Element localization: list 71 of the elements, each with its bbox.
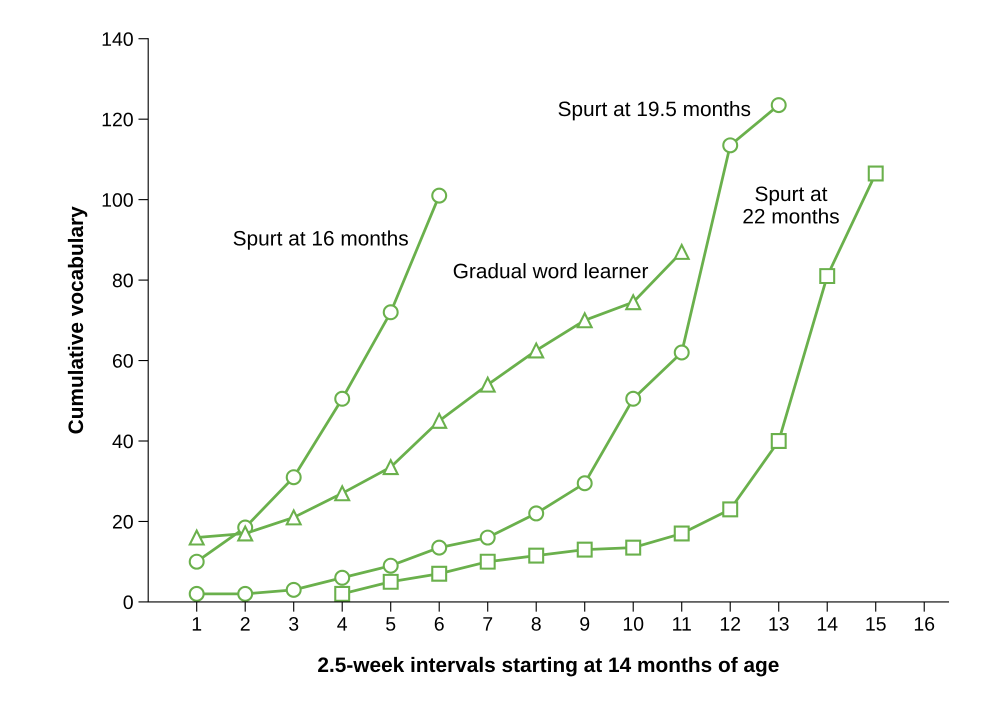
y-tick-label: 0 [124,595,133,610]
point [770,97,787,114]
point [674,344,690,360]
point [334,485,350,502]
point [237,526,254,542]
x-tick-label: 3 [289,617,298,631]
y-tick-label: 60 [112,354,133,368]
point [625,540,642,556]
point [286,469,302,486]
point [188,530,205,546]
point [576,542,593,558]
point [576,475,593,492]
point [286,509,302,526]
point [528,505,544,522]
point [674,244,690,260]
point [480,554,496,570]
point [334,570,350,586]
point [576,312,593,328]
y-tick-label: 100 [102,193,133,207]
x-tick-label: 7 [483,617,492,631]
point [382,558,399,574]
point [722,137,738,154]
x-tick-label: 4 [337,617,348,631]
series-label: Spurt at 16 months [234,230,408,250]
point [528,342,544,358]
point [431,540,448,556]
point [528,548,544,564]
point [868,165,884,182]
point [382,304,399,320]
point [480,530,496,546]
series-label: Spurt at 22 months [743,186,839,224]
point [770,433,787,449]
x-tick-label: 8 [532,617,541,631]
point [382,574,399,590]
x-tick-label: 1 [192,617,202,631]
point [625,390,642,407]
x-tick-label: 12 [720,617,740,631]
x-tick-label: 11 [673,617,691,631]
x-tick-label: 16 [914,617,934,631]
point [722,501,738,518]
y-tick-label: 140 [102,32,133,46]
y-axis-title: Cumulative vocabulary [68,206,88,434]
y-tick-label: 40 [112,434,133,448]
point [431,412,448,429]
x-tick-label: 2 [240,617,250,631]
y-tick-label: 120 [102,112,133,126]
series-label: Spurt at 19.5 months [558,100,750,120]
series-label: Gradual word learner [454,263,648,278]
x-tick-label: 9 [580,617,590,631]
x-tick-label: 6 [434,617,444,631]
x-tick-label: 14 [818,617,838,631]
point [334,586,350,602]
point [382,459,399,476]
point [431,188,448,204]
point [625,294,642,310]
point [480,376,496,393]
point [334,390,350,407]
x-tick-label: 5 [386,617,396,631]
y-tick-label: 20 [112,514,133,529]
x-axis-title: 2.5-week intervals starting at 14 months of age [318,656,779,676]
point [819,268,836,284]
point [674,526,690,542]
y-tick-label: 80 [112,274,133,288]
point [188,586,205,602]
x-tick-label: 10 [624,617,644,631]
point [431,566,448,582]
x-tick-label: 13 [769,617,789,631]
point [188,554,205,570]
point [237,586,254,602]
point [286,582,302,598]
x-tick-label: 15 [866,617,886,631]
